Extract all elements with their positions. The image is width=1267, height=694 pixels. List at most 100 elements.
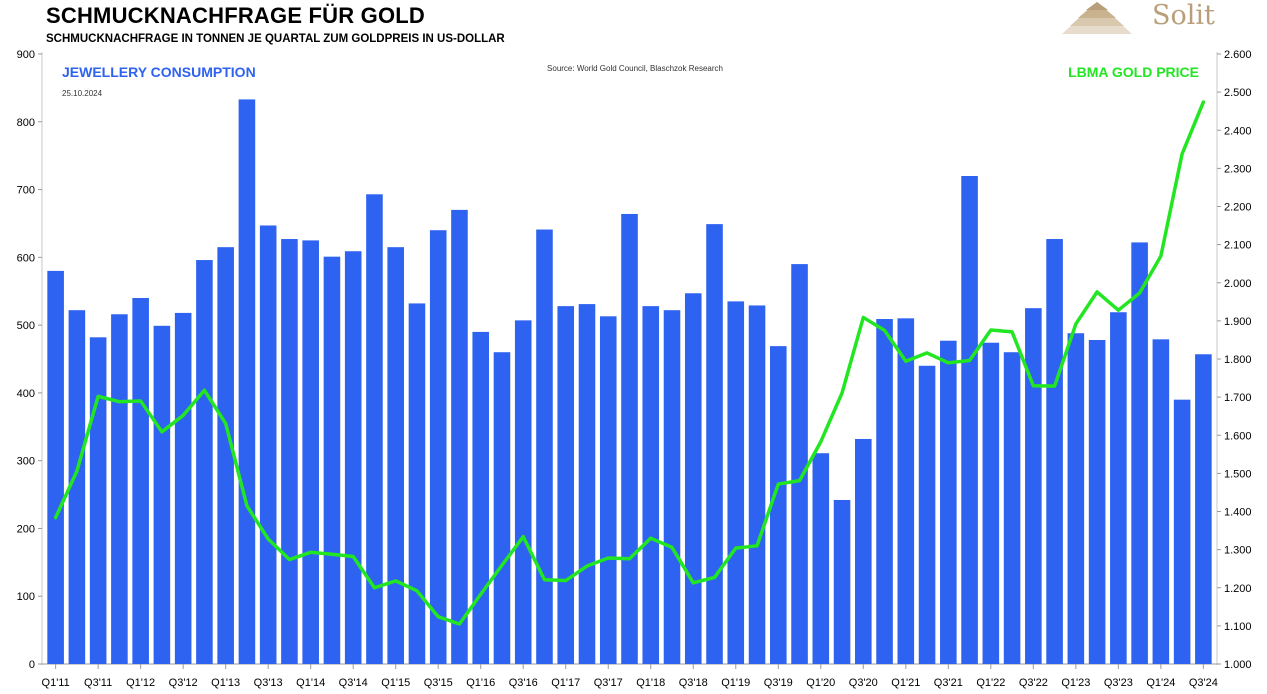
y-left-tick-label: 700 [17, 185, 35, 197]
x-tick-label: Q3'22 [1019, 677, 1048, 689]
x-tick-label: Q1'24 [1146, 677, 1175, 689]
jewellery-bar [1195, 354, 1212, 664]
jewellery-bar [1131, 242, 1148, 665]
y-left-tick-label: 200 [17, 523, 35, 535]
x-tick-label: Q1'17 [551, 677, 580, 689]
logo-text: Solit [1152, 0, 1215, 31]
jewellery-bar [387, 247, 404, 665]
x-tick-label: Q1'20 [806, 677, 835, 689]
jewellery-bar [1025, 308, 1042, 664]
jewellery-bar [557, 306, 575, 664]
jewellery-bar [982, 342, 1000, 664]
legend-jewellery: JEWELLERY CONSUMPTION [62, 64, 256, 80]
x-tick-label: Q3'19 [764, 677, 793, 689]
y-right-tick-label: 1.200 [1224, 583, 1252, 595]
jewellery-bar [855, 438, 872, 664]
x-tick-label: Q3'13 [254, 677, 283, 689]
y-right-tick-label: 1.500 [1224, 468, 1252, 480]
y-left-tick-label: 100 [17, 591, 35, 603]
jewellery-bar [727, 301, 745, 664]
x-tick-label: Q3'11 [84, 677, 112, 689]
x-tick-label: Q1'15 [381, 677, 410, 689]
y-left-tick-label: 500 [17, 320, 35, 332]
x-tick-label: Q3'23 [1104, 677, 1133, 689]
x-tick-label: Q1'14 [296, 677, 325, 689]
jewellery-bar [217, 247, 234, 665]
x-tick-label: Q1'13 [211, 677, 240, 689]
chart-subtitle: SCHMUCKNACHFRAGE IN TONNEN JE QUARTAL ZU… [46, 33, 505, 45]
x-tick-label: Q3'18 [679, 677, 708, 689]
y-right-tick-label: 1.300 [1224, 545, 1252, 557]
y-right-tick-label: 2.500 [1224, 87, 1252, 99]
jewellery-bar [1046, 239, 1063, 664]
jewellery-bar [302, 240, 319, 664]
jewellery-bar [663, 310, 681, 664]
jewellery-bar [429, 230, 447, 664]
y-right-tick-label: 1.800 [1224, 354, 1252, 366]
x-tick-label: Q1'11 [42, 677, 70, 689]
x-tick-label: Q1'19 [721, 677, 750, 689]
jewellery-bar [791, 264, 808, 664]
y-right-tick-label: 2.300 [1224, 163, 1252, 175]
x-tick-label: Q3'17 [594, 677, 623, 689]
jewellery-bar [833, 499, 851, 664]
x-tick-label: Q3'20 [849, 677, 878, 689]
jewellery-bar [578, 304, 596, 664]
jewellery-bar [174, 312, 192, 664]
jewellery-bar [344, 251, 362, 665]
x-tick-label: Q3'16 [509, 677, 538, 689]
y-left-tick-label: 0 [29, 659, 35, 671]
y-left-tick-label: 600 [17, 252, 35, 264]
jewellery-bar [918, 365, 936, 664]
x-tick-label: Q1'22 [976, 677, 1005, 689]
jewellery-bar [536, 229, 553, 665]
y-left-tick-label: 800 [17, 117, 35, 129]
jewellery-bar [876, 319, 893, 664]
jewellery-bar [408, 303, 426, 664]
jewellery-bar [493, 352, 511, 664]
jewellery-bar [323, 256, 341, 664]
jewellery-bar [748, 305, 766, 664]
jewellery-bar [132, 298, 149, 664]
x-tick-label: Q3'14 [339, 677, 368, 689]
jewellery-bar [621, 213, 638, 664]
y-right-tick-label: 1.100 [1224, 621, 1252, 633]
y-right-tick-label: 2.400 [1224, 125, 1252, 137]
jewellery-bar [238, 99, 256, 664]
jewellery-bar [1088, 340, 1106, 664]
source-note: Source: World Gold Council, Blaschzok Re… [547, 64, 723, 73]
y-right-tick-label: 1.000 [1224, 659, 1252, 671]
jewellery-bar [259, 225, 277, 665]
y-right-tick-label: 1.700 [1224, 392, 1252, 404]
jewellery-bar [366, 194, 383, 665]
jewellery-bar [940, 340, 957, 664]
legend-gold-price: LBMA GOLD PRICE [1068, 64, 1199, 80]
jewellery-bar [961, 176, 978, 664]
x-tick-label: Q3'15 [424, 677, 453, 689]
y-right-tick-label: 2.100 [1224, 240, 1252, 252]
jewellery-bar [769, 346, 787, 664]
x-tick-label: Q3'24 [1189, 677, 1218, 689]
y-right-tick-label: 1.400 [1224, 507, 1252, 519]
y-right-tick-label: 2.000 [1224, 278, 1252, 290]
jewellery-bar [153, 325, 171, 664]
jewellery-bar [897, 318, 915, 664]
y-left-tick-label: 300 [17, 456, 35, 468]
jewellery-bar [68, 310, 86, 664]
x-tick-label: Q1'23 [1061, 677, 1090, 689]
x-tick-label: Q1'12 [126, 677, 155, 689]
jewellery-bar [642, 306, 660, 664]
solit-logo-icon [1062, 2, 1132, 34]
y-right-tick-label: 1.600 [1224, 430, 1252, 442]
jewellery-bar [111, 314, 128, 664]
jewellery-bar [451, 209, 468, 664]
jewellery-bar [47, 270, 64, 664]
y-left-tick-label: 900 [17, 49, 35, 61]
chart-date: 25.10.2024 [62, 89, 103, 98]
jewellery-bar [196, 260, 213, 664]
jewellery-bar [1110, 312, 1127, 664]
y-right-tick-label: 2.600 [1224, 49, 1252, 61]
x-tick-label: Q3'21 [934, 677, 963, 689]
x-tick-label: Q1'18 [636, 677, 665, 689]
jewellery-bar [706, 224, 723, 664]
